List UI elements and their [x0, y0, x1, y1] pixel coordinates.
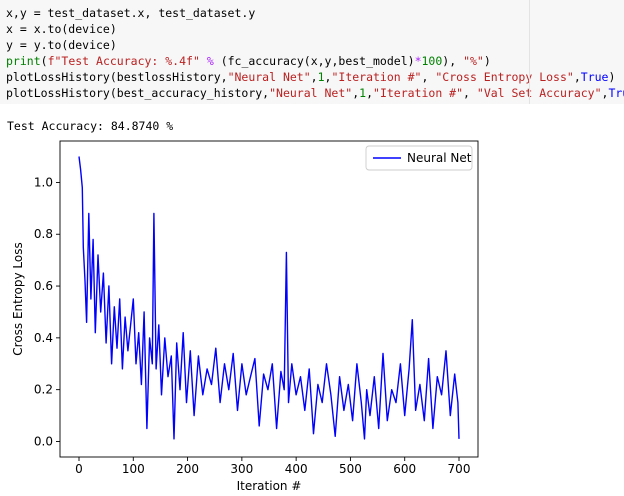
code-token: , — [573, 70, 581, 84]
code-token: , — [463, 86, 477, 100]
code-token: "Cross Entropy Loss" — [435, 70, 574, 84]
code-token: , — [601, 86, 609, 100]
code-token: 1 — [317, 70, 325, 84]
code-token: , — [310, 70, 318, 84]
x-tick-label: 0 — [75, 462, 83, 476]
code-token: 1 — [359, 86, 367, 100]
code-token: , — [324, 70, 332, 84]
cell-output-text: Test Accuracy: 84.8740 % — [7, 119, 174, 133]
code-token: ( — [40, 54, 48, 68]
y-tick-label: 0.0 — [34, 434, 53, 448]
code-line: x,y = test_dataset.x, test_dataset.y — [6, 5, 255, 21]
y-tick-label: 0.8 — [34, 227, 53, 241]
x-tick-label: 700 — [448, 462, 471, 476]
y-axis-label: Cross Entropy Loss — [11, 242, 25, 355]
loss-history-chart: 0 100 200 300 400 500 600 700 0.0 0.2 0.4 0.6 0.8 1.0… — [11, 140, 479, 493]
y-tick-label: 0.4 — [34, 331, 53, 345]
code-token: "Val Set Accuracy" — [476, 86, 602, 100]
code-token: ), — [442, 54, 464, 68]
code-token: , — [366, 86, 374, 100]
code-line: plotLossHistory(best_accuracy_history,"N… — [6, 85, 624, 101]
code-token: "%" — [463, 54, 484, 68]
legend-box — [365, 145, 473, 171]
code-line: x = x.to(device) — [6, 21, 117, 37]
code-token — [200, 54, 207, 68]
code-line: print(f"Test Accuracy: %.4f" % (fc_accur… — [6, 53, 491, 69]
code-token: "Neural Net" — [269, 86, 353, 100]
code-token: y = y.to(device) — [6, 38, 117, 52]
code-token: f"Test Accuracy: %.4f" — [47, 54, 200, 68]
x-tick-label: 500 — [339, 462, 362, 476]
y-tick-label: 0.6 — [34, 279, 53, 293]
x-tick-label: 200 — [176, 462, 199, 476]
code-line: plotLossHistory(bestlossHistory,"Neural … — [6, 69, 615, 85]
plot-frame — [59, 140, 479, 458]
code-token: (fc_accuracy(x,y,best_model) — [213, 54, 415, 68]
legend-label: Neural Net — [407, 151, 472, 165]
x-tick-label: 300 — [230, 462, 253, 476]
code-token: x = x.to(device) — [6, 22, 117, 36]
code-token: 100 — [421, 54, 443, 68]
x-tick-label: 400 — [285, 462, 308, 476]
y-tick-label: 0.2 — [34, 383, 53, 397]
code-token: % — [206, 54, 214, 68]
code-token: , — [421, 70, 436, 84]
code-token: print — [6, 54, 41, 68]
x-tick-label: 600 — [393, 462, 416, 476]
code-token: "Iteration #" — [331, 70, 422, 84]
x-axis-label: Iteration # — [237, 479, 302, 493]
code-token: "Iteration #" — [373, 86, 464, 100]
code-token: True — [580, 70, 609, 84]
y-tick-label: 1.0 — [34, 175, 53, 189]
code-token: * — [414, 54, 422, 68]
x-tick-label: 100 — [122, 462, 145, 476]
code-token: ) — [483, 54, 491, 68]
code-token: plotLossHistory(bestlossHistory, — [6, 70, 228, 84]
code-token: "Neural Net" — [227, 70, 311, 84]
code-token: True — [608, 86, 624, 100]
code-token: x,y = test_dataset.x, test_dataset.y — [6, 6, 256, 20]
code-token: ) — [608, 70, 616, 84]
code-token: , — [352, 86, 360, 100]
code-token: plotLossHistory(best_accuracy_history, — [6, 86, 270, 100]
editor-scroll-gutter — [529, 0, 530, 104]
code-line: y = y.to(device) — [6, 37, 117, 53]
series-line-neural-net — [78, 156, 460, 440]
